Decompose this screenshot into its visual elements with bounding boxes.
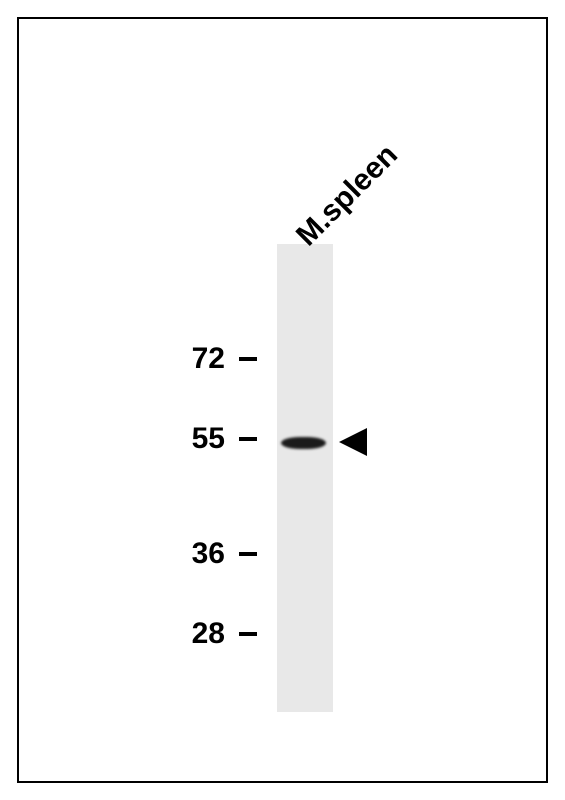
- mw-label: 36: [192, 537, 225, 571]
- mw-label: 28: [192, 617, 225, 651]
- blot-lane: [277, 244, 333, 712]
- figure-frame: M.spleen 72 55 36 28: [17, 17, 548, 783]
- lane-label: M.spleen: [290, 138, 405, 253]
- mw-tick: [239, 357, 257, 361]
- mw-tick: [239, 632, 257, 636]
- mw-label: 55: [192, 422, 225, 456]
- mw-tick: [239, 437, 257, 441]
- mw-tick: [239, 552, 257, 556]
- mw-label: 72: [192, 342, 225, 376]
- band-arrow-icon: [339, 428, 367, 456]
- protein-band: [281, 437, 326, 449]
